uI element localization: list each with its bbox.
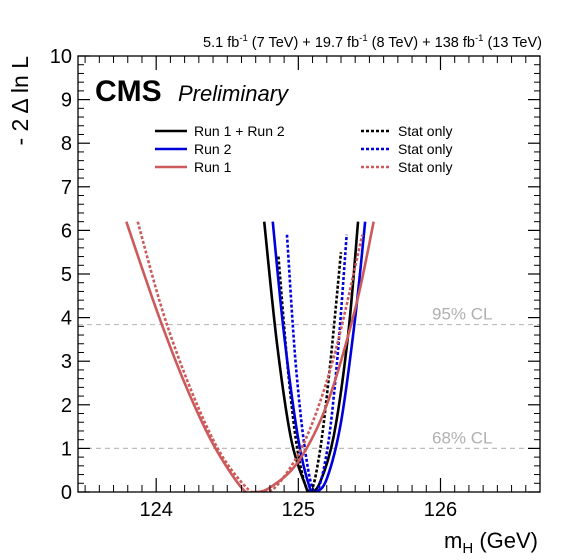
preliminary-label: Preliminary — [178, 81, 290, 106]
y-tick-label: 3 — [61, 351, 72, 373]
stat-only-curve — [136, 221, 364, 492]
legend-stat-label: Stat only — [398, 141, 452, 157]
legend: Run 1 + Run 2 Stat only Run 2 Stat only Run … — [155, 123, 452, 175]
y-tick-label: 9 — [61, 90, 72, 112]
legend-label: Run 1 — [194, 159, 232, 175]
cms-label: CMS — [95, 75, 162, 108]
y-tick-label: 1 — [61, 438, 72, 460]
legend-label: Run 2 — [194, 141, 232, 157]
y-tick-label: 7 — [61, 177, 72, 199]
y-tick-label: 0 — [61, 482, 72, 504]
y-tick-label: 5 — [61, 264, 72, 286]
x-axis-title: mH (GeV) — [444, 528, 538, 557]
cl68-label: 68% CL — [432, 428, 492, 447]
likelihood-curve — [271, 221, 367, 492]
y-axis-title: - 2 Δ ln L — [7, 56, 33, 146]
y-tick-label: 2 — [61, 395, 72, 417]
x-tick-label: 125 — [282, 499, 315, 521]
plot-frame — [77, 55, 541, 493]
likelihood-curve — [262, 221, 360, 492]
legend-label: Run 1 + Run 2 — [194, 123, 285, 139]
x-tick-label: 126 — [424, 499, 457, 521]
likelihood-curve — [125, 221, 375, 492]
legend-stat-label: Stat only — [398, 123, 452, 139]
y-tick-label: 4 — [61, 308, 72, 330]
legend-stat-label: Stat only — [398, 159, 452, 175]
y-tick-label: 8 — [61, 133, 72, 155]
luminosity-label: 5.1 fb-1 (7 TeV) + 19.7 fb-1 (8 TeV) + 1… — [203, 33, 542, 51]
stat-only-curve — [285, 234, 348, 492]
y-tick-label: 10 — [50, 46, 72, 68]
x-tick-label: 124 — [139, 499, 172, 521]
y-tick-label: 6 — [61, 220, 72, 242]
cl95-label: 95% CL — [432, 305, 492, 324]
